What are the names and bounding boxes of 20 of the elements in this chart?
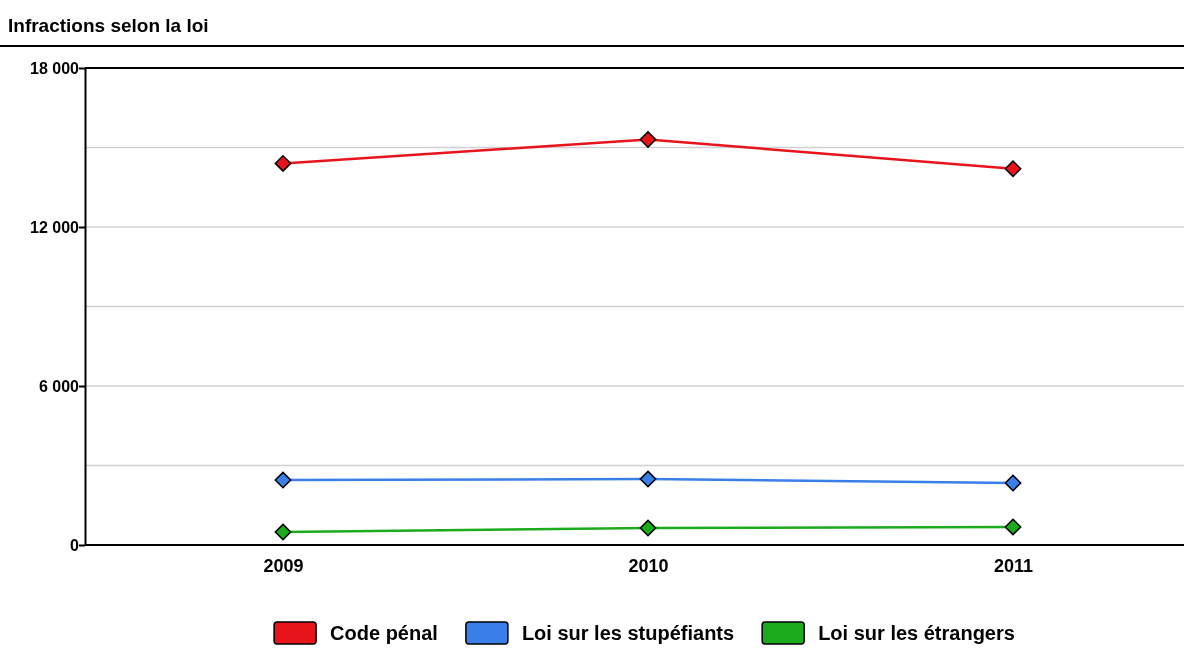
point <box>274 471 292 489</box>
y-tick-label: 12 000 <box>30 218 80 236</box>
point <box>274 523 292 541</box>
legend-label: Code pénal <box>330 622 438 644</box>
legend-label: Loi sur les stupéfiants <box>521 622 735 644</box>
y-tick-label: 0 <box>70 536 80 554</box>
point <box>1004 160 1022 178</box>
x-tick-label: 2011 <box>993 555 1034 576</box>
x-tick-label: 2010 <box>628 555 669 576</box>
point <box>639 131 657 148</box>
point <box>639 470 657 488</box>
legend-label: Loi sur les étrangers <box>818 622 1015 644</box>
chart-title: Infractions selon la loi <box>8 15 209 36</box>
y-tick-label: 6 000 <box>38 377 80 395</box>
y-tick-label: 18 000 <box>30 59 80 77</box>
point <box>1004 518 1022 536</box>
point <box>639 519 657 537</box>
x-tick-label: 2009 <box>263 555 304 576</box>
point <box>1004 474 1022 492</box>
point <box>274 154 292 172</box>
